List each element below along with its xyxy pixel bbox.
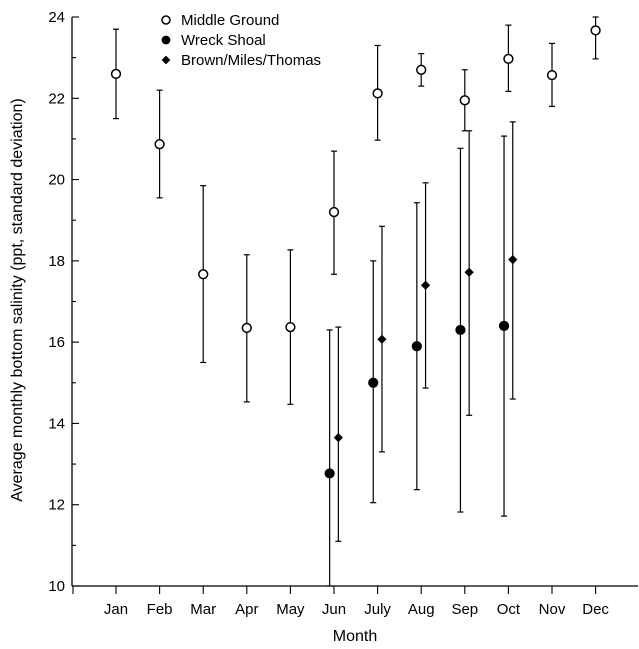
x-tick-label: May	[276, 601, 305, 618]
point-brown-miles-thomas	[377, 334, 387, 344]
point-middle-ground	[241, 322, 252, 334]
point-wreck-shoal	[368, 377, 379, 388]
y-tick-label: 12	[48, 497, 65, 514]
point-middle-ground	[590, 25, 601, 36]
y-tick-label: 16	[48, 334, 65, 351]
x-tick-label: Jun	[322, 601, 346, 618]
legend-marker-middle-ground	[161, 15, 171, 25]
point-brown-miles-thomas	[508, 255, 518, 265]
y-ticks: 10 12 14 16 18 20 22 24	[48, 9, 79, 595]
x-tick-label: July	[364, 601, 391, 618]
legend-label-brown-miles-thomas: Brown/Miles/Thomas	[181, 52, 321, 69]
error-bar-middle-ground	[592, 16, 599, 60]
legend-label-middle-ground: Middle Ground	[181, 12, 279, 29]
x-tick-label: Apr	[235, 601, 258, 618]
x-tick-label: Feb	[147, 601, 173, 618]
x-tick-label: Oct	[497, 601, 521, 618]
point-brown-miles-thomas	[464, 267, 474, 277]
plot-area: 10 12 14 16 18 20 22 24 Jan Feb Mar Apr May Jun July A…	[48, 9, 638, 618]
point-middle-ground	[416, 64, 427, 75]
y-tick-label: 14	[48, 415, 65, 432]
point-brown-miles-thomas	[420, 280, 431, 290]
x-tick-label: Sep	[451, 601, 478, 618]
legend: Middle Ground Wreck Shoal Brown/Miles/Thom…	[161, 12, 321, 69]
point-middle-ground	[198, 269, 209, 280]
point-wreck-shoal	[411, 341, 422, 352]
x-ticks: Jan Feb Mar Apr May Jun July Aug Sep Oct Nov Dec	[72, 586, 609, 618]
x-tick-label: Mar	[190, 601, 216, 618]
x-tick-label: Dec	[582, 601, 609, 618]
point-middle-ground	[154, 139, 165, 150]
x-tick-label: Aug	[408, 601, 435, 618]
legend-label-wreck-shoal: Wreck Shoal	[181, 32, 266, 49]
x-tick-label: Jan	[104, 601, 128, 618]
error-bar-wreck-shoal	[326, 329, 333, 587]
point-wreck-shoal	[324, 468, 335, 479]
point-middle-ground	[459, 95, 470, 106]
point-brown-miles-thomas	[333, 433, 343, 443]
error-bars	[113, 16, 599, 587]
x-tick-label: Nov	[539, 601, 566, 618]
point-middle-ground	[372, 88, 383, 99]
y-tick-label: 24	[48, 9, 65, 26]
point-wreck-shoal	[498, 320, 510, 331]
legend-marker-brown-miles-thomas	[161, 55, 171, 65]
y-tick-label: 18	[48, 253, 65, 270]
point-middle-ground	[503, 53, 514, 65]
y-tick-label: 10	[48, 578, 65, 595]
markers	[110, 25, 601, 479]
point-middle-ground	[110, 68, 122, 80]
legend-marker-wreck-shoal	[161, 35, 171, 45]
y-tick-label: 22	[48, 90, 65, 107]
y-tick-label: 20	[48, 172, 65, 189]
point-middle-ground	[328, 206, 340, 218]
point-middle-ground	[546, 69, 558, 81]
x-axis-title: Month	[333, 628, 377, 645]
y-axis-title: Average monthly bottom salinity (ppt, st…	[9, 98, 26, 501]
point-middle-ground	[285, 321, 296, 333]
point-wreck-shoal	[455, 324, 466, 336]
